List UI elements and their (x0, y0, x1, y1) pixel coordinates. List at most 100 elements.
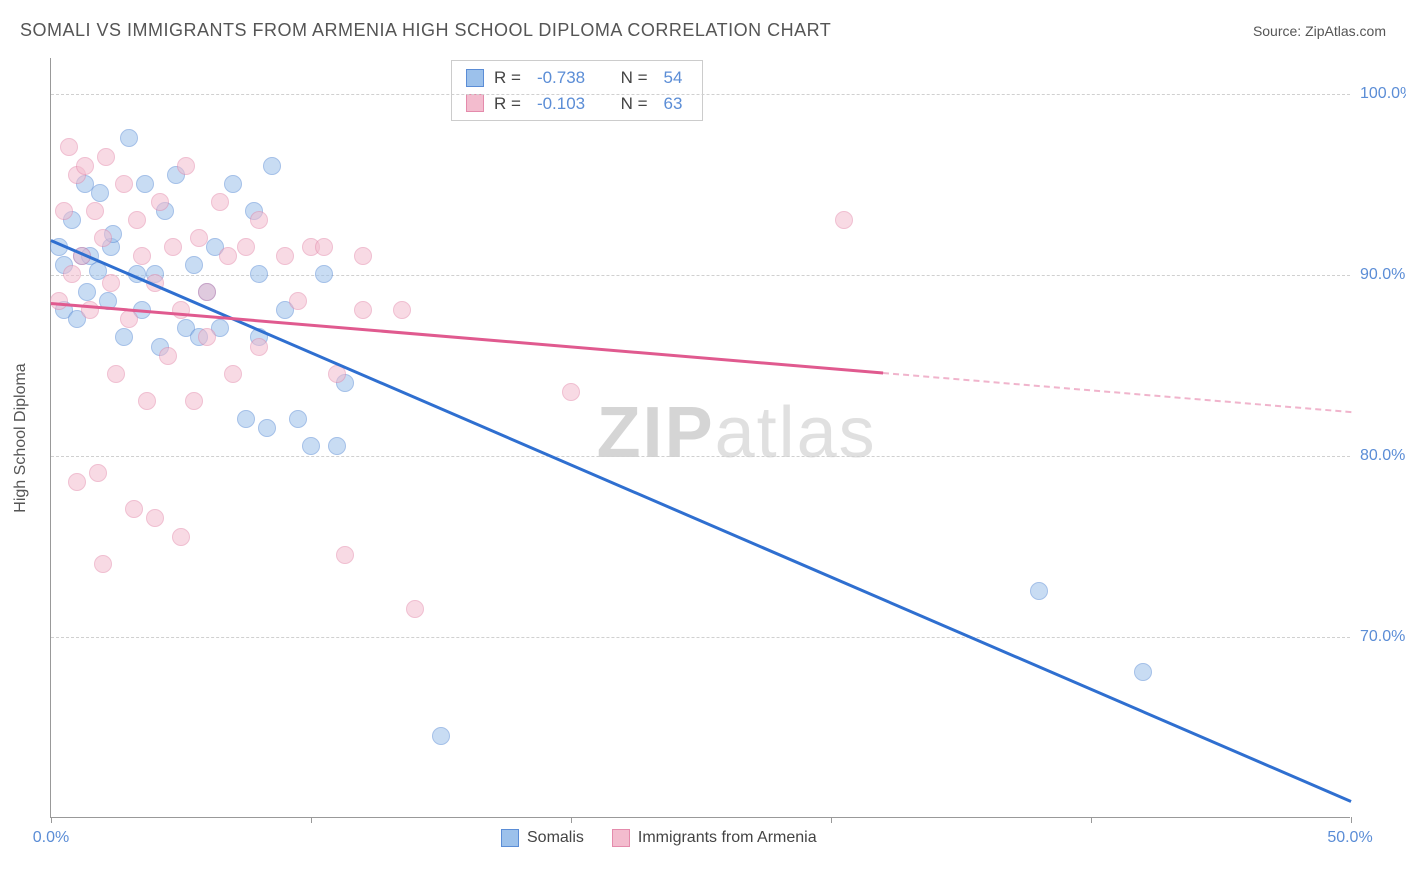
data-point (115, 328, 133, 346)
data-point (128, 211, 146, 229)
x-axis-max-label: 50.0% (1327, 829, 1372, 847)
data-point (133, 247, 151, 265)
data-point (76, 157, 94, 175)
data-point (86, 202, 104, 220)
data-point (68, 473, 86, 491)
data-point (250, 338, 268, 356)
watermark-light: atlas (715, 393, 877, 473)
data-point (336, 546, 354, 564)
data-point (91, 184, 109, 202)
data-point (185, 256, 203, 274)
legend: Somalis Immigrants from Armenia (501, 829, 817, 847)
legend-swatch-0 (501, 829, 519, 847)
data-point (159, 347, 177, 365)
regression-line (51, 239, 1352, 802)
swatch-series-1 (466, 94, 484, 112)
data-point (177, 157, 195, 175)
n-label-0: N = (621, 65, 648, 91)
x-axis-tick (831, 817, 832, 823)
data-point (190, 229, 208, 247)
data-point (1030, 582, 1048, 600)
data-point (198, 328, 216, 346)
y-axis-title: High School Diploma (12, 363, 30, 512)
data-point (276, 247, 294, 265)
regression-line-extrapolated (883, 372, 1351, 413)
data-point (354, 301, 372, 319)
data-point (289, 292, 307, 310)
gridline-y (51, 456, 1350, 457)
stats-row-series-0: R = -0.738 N = 54 (466, 65, 688, 91)
data-point (224, 175, 242, 193)
y-axis-tick-label: 80.0% (1360, 447, 1406, 465)
data-point (138, 392, 156, 410)
x-axis-tick (311, 817, 312, 823)
swatch-series-0 (466, 69, 484, 87)
data-point (258, 419, 276, 437)
data-point (115, 175, 133, 193)
data-point (94, 229, 112, 247)
source-attribution: Source: ZipAtlas.com (1253, 23, 1386, 39)
legend-label-1: Immigrants from Armenia (638, 829, 817, 847)
x-axis-tick (571, 817, 572, 823)
data-point (89, 464, 107, 482)
x-axis-min-label: 0.0% (33, 829, 69, 847)
data-point (315, 238, 333, 256)
data-point (1134, 663, 1152, 681)
data-point (835, 211, 853, 229)
regression-line (51, 302, 883, 374)
data-point (164, 238, 182, 256)
data-point (354, 247, 372, 265)
r-value-0: -0.738 (537, 65, 585, 91)
watermark-bold: ZIP (597, 393, 715, 473)
data-point (263, 157, 281, 175)
data-point (406, 600, 424, 618)
data-point (78, 283, 96, 301)
data-point (237, 410, 255, 428)
data-point (120, 310, 138, 328)
x-axis-tick (51, 817, 52, 823)
data-point (97, 148, 115, 166)
x-axis-tick (1351, 817, 1352, 823)
legend-swatch-1 (612, 829, 630, 847)
data-point (185, 392, 203, 410)
watermark: ZIPatlas (597, 392, 877, 474)
data-point (237, 238, 255, 256)
legend-item-1: Immigrants from Armenia (612, 829, 817, 847)
data-point (250, 211, 268, 229)
data-point (120, 129, 138, 147)
data-point (94, 555, 112, 573)
n-value-0: 54 (664, 65, 683, 91)
data-point (219, 247, 237, 265)
data-point (151, 193, 169, 211)
data-point (302, 437, 320, 455)
legend-item-0: Somalis (501, 829, 584, 847)
gridline-y (51, 275, 1350, 276)
scatter-chart: High School Diploma ZIPatlas R = -0.738 … (50, 58, 1350, 818)
chart-header: SOMALI VS IMMIGRANTS FROM ARMENIA HIGH S… (20, 20, 1386, 41)
data-point (328, 437, 346, 455)
data-point (55, 202, 73, 220)
source-prefix: Source: (1253, 23, 1305, 39)
data-point (289, 410, 307, 428)
r-label-0: R = (494, 65, 521, 91)
x-axis-tick (1091, 817, 1092, 823)
data-point (250, 265, 268, 283)
data-point (432, 727, 450, 745)
data-point (136, 175, 154, 193)
gridline-y (51, 637, 1350, 638)
data-point (562, 383, 580, 401)
data-point (224, 365, 242, 383)
y-axis-tick-label: 100.0% (1360, 85, 1406, 103)
data-point (102, 274, 120, 292)
data-point (146, 509, 164, 527)
data-point (211, 193, 229, 211)
correlation-stats-box: R = -0.738 N = 54 R = -0.103 N = 63 (451, 60, 703, 121)
source-link[interactable]: ZipAtlas.com (1305, 23, 1386, 39)
data-point (125, 500, 143, 518)
data-point (393, 301, 411, 319)
y-axis-tick-label: 70.0% (1360, 628, 1406, 646)
data-point (172, 301, 190, 319)
data-point (63, 265, 81, 283)
legend-label-0: Somalis (527, 829, 584, 847)
data-point (60, 138, 78, 156)
